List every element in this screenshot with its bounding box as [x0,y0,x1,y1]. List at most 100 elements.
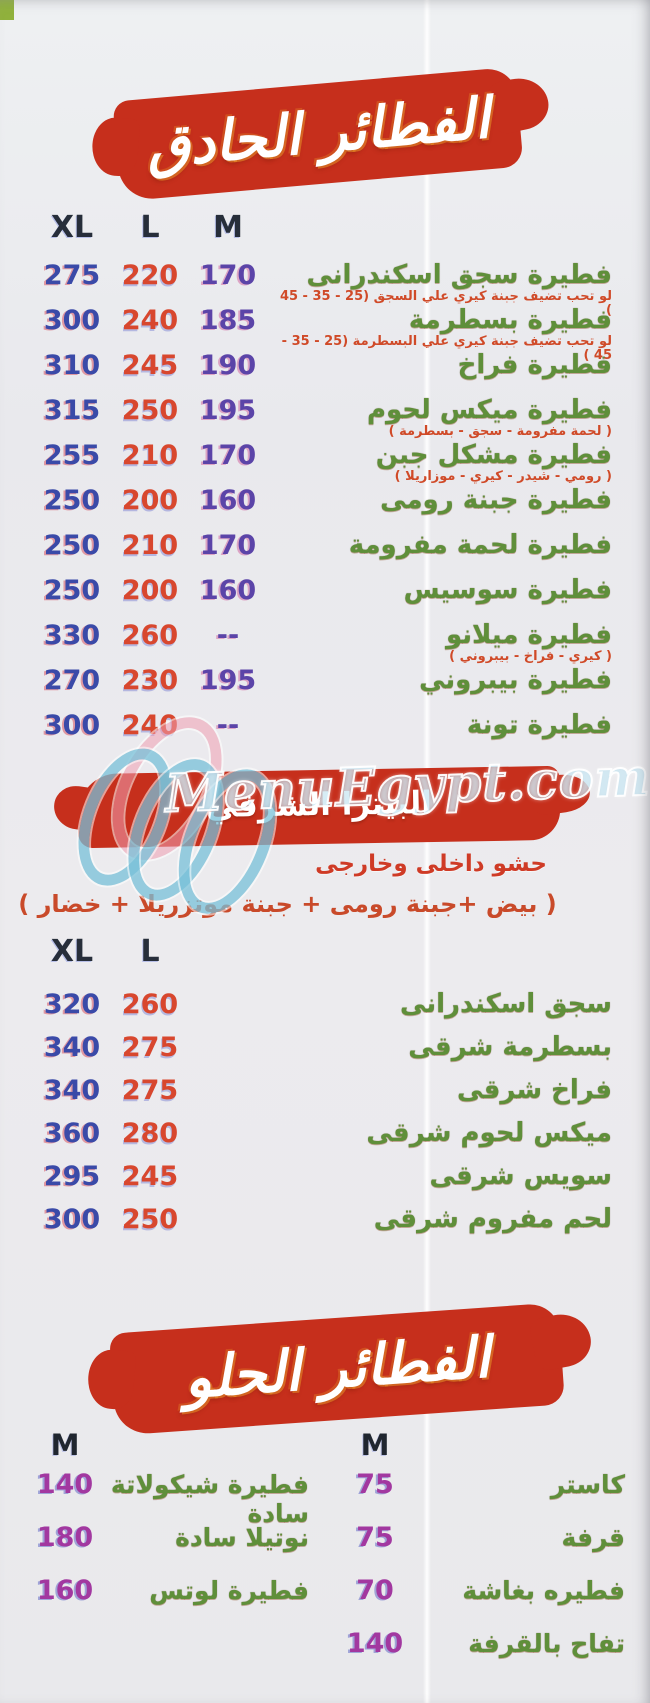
menu-rows-sweet-right: 75 كاستر 75 قرفة 70 فطيره بغاشة 140 تفاح بالقرف… [318,1470,650,1682]
menu-item-row: 275 220 170 فطيرة سجق اسكندرانى لو تحب تضيف … [0,260,650,318]
section-title-savory: الفطائر الحادق [143,86,493,181]
menu-item-row: 320 260 سجق اسكندرانى [0,990,650,1033]
item-price-l: 245 [121,1161,179,1192]
item-name: نوتيلا سادة [175,1523,309,1552]
sweet-column-left: M 140 فطيرة شيكولاتة سادة 180 نوتيلا سادة 16… [0,1428,312,1629]
item-name: فطيرة جبنة رومى [380,485,612,515]
size-header-xl: XL [50,934,94,969]
item-name: فطيرة سوسيس [403,575,612,605]
item-price-m: 185 [199,305,257,336]
item-price-m: 190 [199,350,257,381]
item-note: لو تحب تضيف جبنة كيري علي السجق (25 - 35… [279,289,612,318]
item-price-sweet: 75 [356,1469,394,1500]
item-price-xl: 250 [43,575,101,606]
item-name: فطيرة شيكولاتة سادة [110,1470,309,1528]
size-header-l: L [140,934,160,969]
item-price-xl: 250 [43,485,101,516]
item-name-block: لحم مفروم شرقى [189,1205,650,1234]
item-price-l: 260 [121,620,179,651]
item-price-xl: 360 [43,1118,101,1149]
section-banner-sweet: الفطائر الحلو [108,1302,566,1436]
item-name-block: فطيرة ميكس لحوم( لحمة مفرومة - سجق - بسط… [267,396,650,439]
menu-item-row: 250 210 170 فطيرة لحمة مفرومة [0,531,650,576]
item-price-xl: 300 [43,710,101,741]
item-name: لحم مفروم شرقى [373,1204,612,1234]
menu-item-row: 315 250 195 فطيرة ميكس لحوم( لحمة مفرومة - … [0,396,650,441]
item-name: فطيرة فراخ [457,350,612,380]
size-header-m: M [360,1428,390,1462]
item-note: ( كيري - فراخ - بيبروني ) [449,649,612,664]
item-name: فطيرة بيبروني [419,665,612,695]
item-name-block: فطيرة سوسيس [267,576,650,605]
item-price-l: 230 [121,665,179,696]
size-headers-savory: XL L M [33,210,267,245]
item-name: تفاح بالقرفة [468,1629,625,1658]
item-price-m: 170 [199,530,257,561]
item-name: فطيرة لحمة مفرومة [348,530,612,560]
size-header-l: L [140,210,160,245]
item-price-m: -- [216,710,240,741]
item-price-xl: 300 [43,1204,101,1235]
item-name-block: بسطرمة شرقى [189,1033,650,1062]
item-name-block: تفاح بالقرفة [414,1629,650,1658]
section-title-sweet: الفطائر الحلو [181,1325,492,1412]
item-price-l: 200 [121,575,179,606]
item-price-m: 170 [199,260,257,291]
menu-item-row: 255 210 170 فطيرة مشكل جبن( رومي - شيدر - ك… [0,441,650,486]
menu-item-row: 160 فطيرة لوتس [0,1576,312,1629]
item-name: سويس شرقى [429,1161,612,1191]
menu-item-row: 340 275 بسطرمة شرقى [0,1033,650,1076]
item-price-l: 240 [121,305,179,336]
menu-item-row: 295 245 سويس شرقى [0,1162,650,1205]
menu-item-row: 340 275 فراخ شرقى [0,1076,650,1119]
item-name-block: فطيرة لوتس [104,1576,312,1605]
item-price-xl: 340 [43,1075,101,1106]
item-price-l: 275 [121,1032,179,1063]
size-header-m: M [213,210,243,245]
item-name-block: قرفة [414,1523,650,1552]
item-name-block: نوتيلا سادة [104,1523,312,1552]
menu-item-row: 140 فطيرة شيكولاتة سادة [0,1469,312,1529]
item-name-block: فطيره بغاشة [414,1576,650,1605]
item-price-xl: 300 [43,305,101,336]
item-price-l: 240 [121,710,179,741]
item-price-m: 160 [199,485,257,516]
item-name-block: فراخ شرقى [189,1076,650,1105]
menu-rows-pizza: 320 260 سجق اسكندرانى 340 275 بسطرمة شرقى 340 2… [0,990,650,1248]
menu-item-row: 75 كاستر [318,1470,650,1523]
section-banner-pizza: البيتزا الشرقي [77,765,561,849]
item-name: فطيرة ميلانو [445,620,612,650]
item-price-m: 170 [199,440,257,471]
menu-item-row: 300 240 -- فطيرة تونة [0,711,650,756]
menu-item-row: 300 250 لحم مفروم شرقى [0,1205,650,1248]
item-name: بسطرمة شرقى [408,1032,612,1062]
item-price-sweet: 180 [36,1522,94,1553]
menu-item-row: 250 200 160 فطيرة جبنة رومى [0,486,650,531]
item-price-xl: 255 [43,440,101,471]
item-name-block: فطيرة فراخ [267,351,650,380]
item-name: كاستر [550,1470,625,1499]
menu-rows-savory: 275 220 170 فطيرة سجق اسكندرانى لو تحب تضيف … [0,261,650,756]
item-name-block: ميكس لحوم شرقى [189,1119,650,1148]
menu-item-row: 250 200 160 فطيرة سوسيس [0,576,650,621]
item-price-xl: 295 [43,1161,101,1192]
item-name-block: فطيرة تونة [267,711,650,740]
item-name: فطيره بغاشة [462,1576,625,1605]
item-name-block: سويس شرقى [189,1162,650,1191]
item-price-sweet: 140 [36,1469,94,1500]
item-price-m: 195 [199,665,257,696]
section-title-pizza: البيتزا الشرقي [205,785,433,825]
item-name-block: فطيرة سجق اسكندرانى لو تحب تضيف جبنة كيري… [267,261,650,318]
item-price-l: 210 [121,440,179,471]
item-name-block: فطيرة ميلانو( كيري - فراخ - بيبروني ) [267,621,650,664]
item-price-l: 210 [121,530,179,561]
item-price-xl: 275 [43,260,101,291]
item-name-block: فطيرة جبنة رومى [267,486,650,515]
menu-item-row: 140 تفاح بالقرفة [318,1629,650,1682]
item-name: فراخ شرقى [457,1075,612,1105]
size-headers-pizza: XL L [33,934,189,969]
item-price-l: 250 [121,395,179,426]
item-name-block: فطيرة مشكل جبن( رومي - شيدر - كيري - موز… [267,441,650,484]
item-price-l: 220 [121,260,179,291]
item-price-xl: 250 [43,530,101,561]
